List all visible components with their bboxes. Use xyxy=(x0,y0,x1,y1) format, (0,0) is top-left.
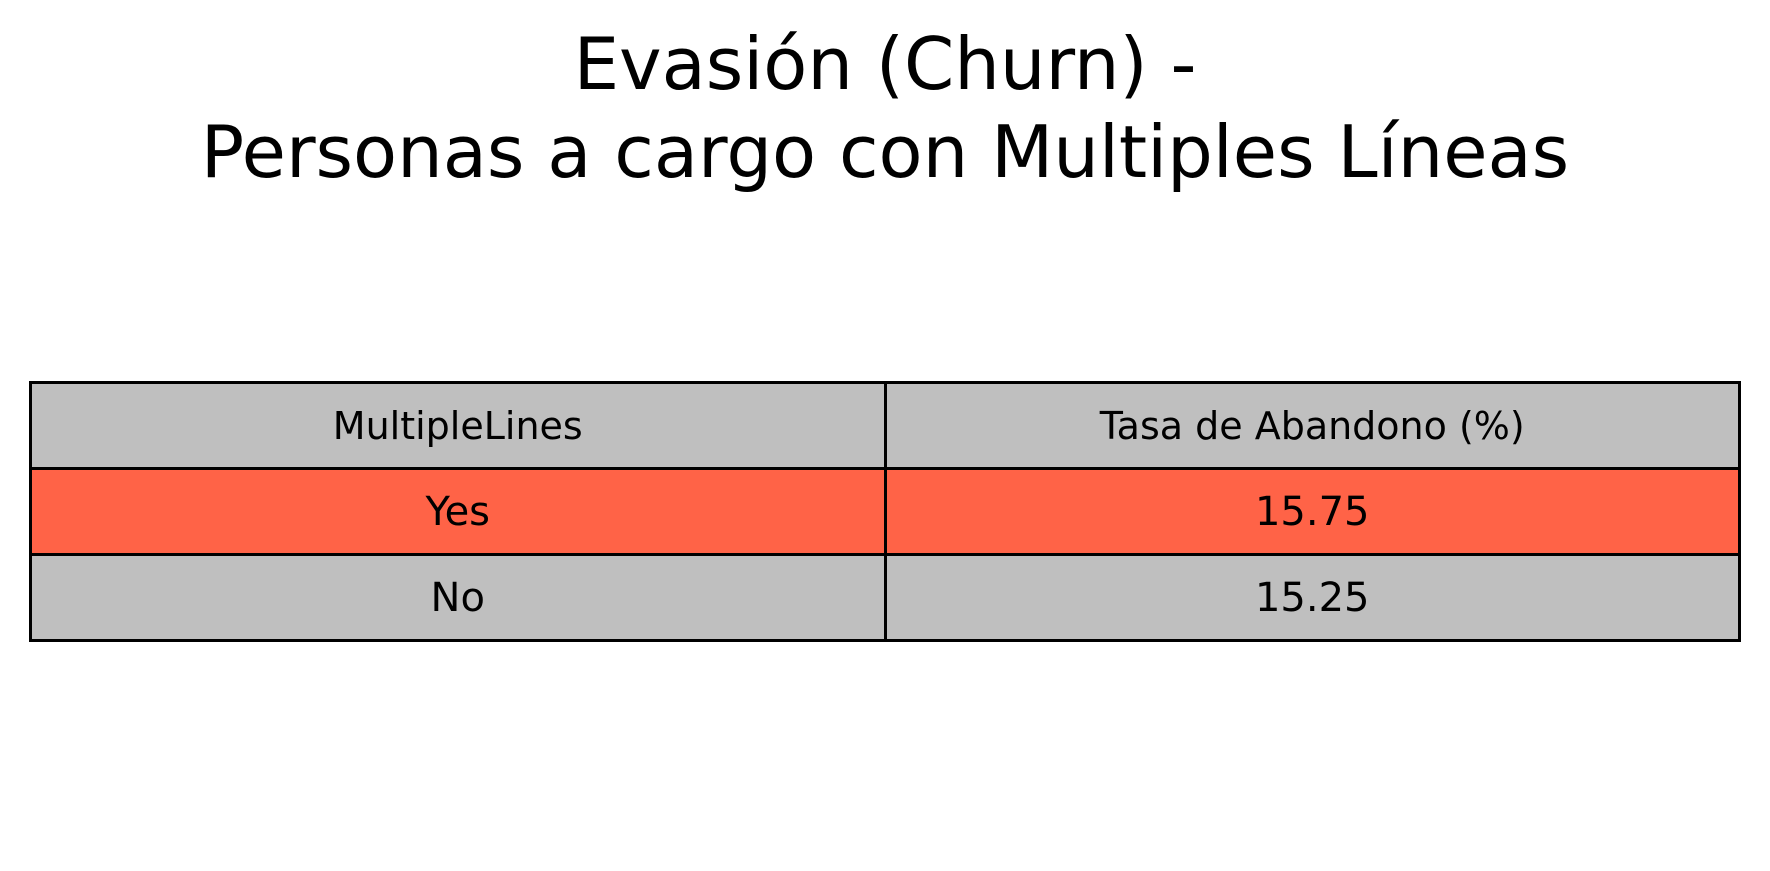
header-row: MultipleLines Tasa de Abandono (%) xyxy=(29,381,1741,470)
table-body: Yes 15.75 No 15.25 xyxy=(29,467,1741,642)
churn-table: MultipleLines Tasa de Abandono (%) Yes 1… xyxy=(29,381,1741,642)
table-row: No 15.25 xyxy=(29,553,1741,642)
table-cell-value: 15.75 xyxy=(883,467,1741,556)
header-cell-multiplelines: MultipleLines xyxy=(29,381,887,470)
table-row: Yes 15.75 xyxy=(29,467,1741,556)
chart-title: Evasión (Churn) - Personas a cargo con M… xyxy=(0,20,1770,196)
table-cell-category: No xyxy=(29,553,887,642)
table-cell-value: 15.25 xyxy=(883,553,1741,642)
table-cell-category: Yes xyxy=(29,467,887,556)
header-cell-churn-rate: Tasa de Abandono (%) xyxy=(883,381,1741,470)
table-header: MultipleLines Tasa de Abandono (%) xyxy=(29,381,1741,470)
chart-title-line-1: Evasión (Churn) - xyxy=(573,22,1197,106)
chart-title-line-2: Personas a cargo con Multiples Líneas xyxy=(200,110,1570,194)
